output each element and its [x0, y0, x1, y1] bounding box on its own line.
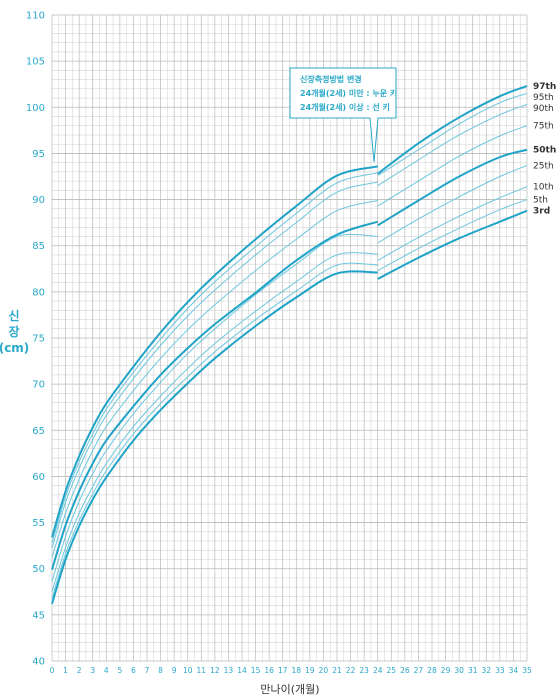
- x-axis-title: 만나이(개월): [260, 683, 319, 696]
- x-tick-label: 15: [251, 666, 261, 675]
- x-tick-label: 17: [278, 666, 288, 675]
- series-line-90th-lying: [51, 181, 378, 549]
- x-tick-label: 10: [183, 666, 193, 675]
- x-tick-label: 18: [292, 666, 302, 675]
- series-line-75th-standing: [377, 125, 528, 207]
- x-tick-label: 12: [210, 666, 220, 675]
- x-tick-label: 0: [50, 666, 55, 675]
- x-tick-label: 1: [63, 666, 68, 675]
- percentile-label-50th: 50th: [533, 146, 556, 156]
- chart-grid: [51, 14, 528, 662]
- x-tick-label: 4: [104, 666, 109, 675]
- percentile-label-5th: 5th: [533, 196, 548, 206]
- series-line-3rd-lying: [51, 270, 378, 605]
- x-tick-label: 19: [305, 666, 315, 675]
- percentile-label-75th: 75th: [533, 122, 554, 132]
- y-axis-title-line-2: 장: [8, 325, 19, 339]
- x-tick-label: 20: [319, 666, 329, 675]
- callout-line-3: 24개월(2세) 이상 : 선 키: [300, 102, 390, 112]
- series-line-95th-lying: [51, 172, 378, 544]
- x-tick-label: 25: [387, 666, 397, 675]
- x-tick-label: 8: [158, 666, 163, 675]
- y-tick-label: 70: [32, 380, 45, 391]
- percentile-lines: [51, 85, 528, 605]
- series-line-5th-lying: [51, 262, 378, 599]
- y-tick-labels: 40 45 50 55 60 65 70 75 80 85 90 95 100 105 110: [26, 11, 45, 668]
- series-line-95th-standing: [377, 92, 528, 177]
- x-tick-label: 23: [359, 666, 369, 675]
- y-tick-label: 105: [26, 57, 45, 68]
- x-tick-label: 2: [77, 666, 82, 675]
- series-line-75th-lying: [51, 200, 378, 558]
- percentile-label-90th: 90th: [533, 104, 554, 114]
- x-tick-label: 28: [427, 666, 437, 675]
- y-tick-label: 95: [32, 149, 45, 160]
- y-tick-label: 60: [32, 472, 45, 483]
- x-tick-label: 26: [400, 666, 410, 675]
- series-line-3rd-standing: [377, 209, 528, 280]
- x-tick-label: 32: [482, 666, 492, 675]
- percentile-label-95th: 95th: [533, 93, 554, 103]
- percentile-label-25th: 25th: [533, 161, 554, 171]
- x-tick-label: 31: [468, 666, 478, 675]
- x-tick-label: 33: [495, 666, 505, 675]
- x-tick-label: 13: [224, 666, 234, 675]
- x-tick-labels: 0 1 2 3 4 5 6 7 8 9 10 11 12 13 14 15 16 17 18 19 20 21 22 23 24…: [50, 666, 532, 675]
- x-tick-label: 30: [454, 666, 464, 675]
- series-line-10th-lying: [51, 252, 378, 592]
- y-axis-title-line-1: 신: [8, 308, 19, 323]
- series-line-25th-lying: [51, 233, 378, 582]
- x-tick-label: 6: [131, 666, 136, 675]
- x-tick-label: 22: [346, 666, 356, 675]
- y-tick-label: 55: [32, 518, 45, 529]
- series-line-5th-standing: [377, 199, 528, 272]
- y-tick-label: 40: [32, 657, 45, 668]
- y-tick-label: 65: [32, 426, 45, 437]
- x-tick-label: 16: [264, 666, 274, 675]
- x-tick-label: 34: [509, 666, 519, 675]
- x-tick-label: 9: [172, 666, 177, 675]
- x-tick-label: 35: [522, 666, 532, 675]
- series-line-25th-standing: [377, 164, 528, 244]
- series-line-90th-standing: [377, 104, 528, 187]
- measurement-change-callout: 신장측정방법 변경 24개월(2세) 미만 : 누운 키 24개월(2세) 이상…: [289, 67, 397, 163]
- series-line-50th-standing: [377, 148, 528, 227]
- y-tick-label: 75: [32, 334, 45, 345]
- y-tick-label: 45: [32, 610, 45, 621]
- y-tick-label: 50: [32, 564, 45, 575]
- x-tick-label: 29: [441, 666, 451, 675]
- x-tick-label: 7: [145, 666, 150, 675]
- y-tick-label: 110: [26, 11, 45, 22]
- x-tick-label: 5: [117, 666, 122, 675]
- callout-line-1: 신장측정방법 변경: [300, 74, 362, 84]
- y-tick-label: 85: [32, 241, 45, 252]
- y-tick-label: 90: [32, 195, 45, 206]
- series-line-10th-standing: [377, 186, 528, 261]
- callout-line-2: 24개월(2세) 미만 : 누운 키: [300, 88, 397, 98]
- y-axis-title: 신 장 (cm): [0, 308, 29, 355]
- percentile-label-97th: 97th: [533, 82, 556, 92]
- x-tick-label: 27: [414, 666, 424, 675]
- percentile-label-10th: 10th: [533, 183, 554, 193]
- y-tick-label: 80: [32, 287, 45, 298]
- y-axis-title-line-3: (cm): [0, 341, 29, 355]
- y-tick-label: 100: [26, 103, 45, 114]
- x-tick-label: 3: [90, 666, 95, 675]
- x-tick-label: 24: [373, 666, 383, 675]
- series-line-97th-lying: [51, 165, 378, 538]
- series-line-97th-standing: [377, 85, 528, 175]
- x-tick-label: 21: [332, 666, 342, 675]
- percentile-label-3rd: 3rd: [533, 207, 550, 217]
- x-tick-label: 14: [237, 666, 247, 675]
- callout-box: [289, 67, 397, 163]
- x-tick-label: 11: [197, 666, 207, 675]
- series-line-50th-lying: [51, 220, 379, 570]
